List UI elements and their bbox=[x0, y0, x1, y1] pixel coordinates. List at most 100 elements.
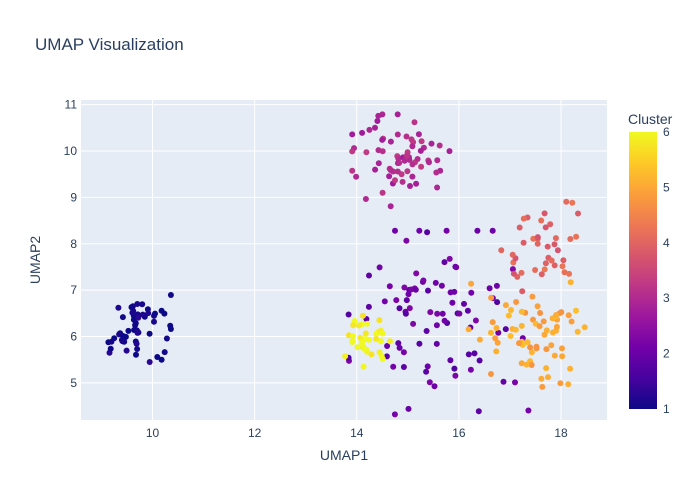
y-tick-label: 6 bbox=[70, 330, 77, 344]
colorbar-tick-label: 6 bbox=[663, 125, 670, 139]
data-point bbox=[402, 310, 409, 317]
data-point bbox=[363, 149, 370, 156]
data-point bbox=[400, 349, 407, 356]
data-point bbox=[415, 131, 422, 138]
data-point bbox=[386, 165, 393, 172]
data-point bbox=[360, 363, 367, 370]
data-point bbox=[132, 322, 139, 329]
data-point bbox=[125, 327, 132, 334]
data-point bbox=[381, 298, 388, 305]
data-point bbox=[349, 339, 356, 345]
scatter-points bbox=[105, 111, 588, 418]
data-point bbox=[373, 330, 380, 337]
data-point bbox=[558, 309, 565, 316]
data-point bbox=[349, 333, 356, 340]
y-tick-label: 8 bbox=[70, 237, 77, 251]
data-point bbox=[494, 299, 501, 306]
data-point bbox=[379, 330, 386, 337]
colorbar-tick-label: 4 bbox=[663, 236, 670, 250]
data-point bbox=[446, 255, 453, 262]
data-point bbox=[404, 168, 411, 175]
data-point bbox=[471, 350, 478, 357]
data-point bbox=[559, 353, 566, 360]
data-point bbox=[493, 348, 500, 355]
data-point bbox=[512, 379, 518, 386]
data-point bbox=[353, 173, 360, 180]
data-point bbox=[377, 338, 384, 345]
x-tick-label: 18 bbox=[554, 426, 568, 440]
data-point bbox=[461, 300, 467, 307]
data-point bbox=[423, 328, 430, 334]
data-point bbox=[507, 333, 514, 339]
data-point bbox=[551, 262, 558, 269]
data-point bbox=[449, 299, 456, 306]
data-point bbox=[399, 178, 406, 185]
data-point bbox=[495, 329, 502, 336]
data-point bbox=[573, 233, 580, 240]
data-point bbox=[510, 270, 517, 277]
data-point bbox=[387, 203, 394, 210]
data-point bbox=[123, 347, 130, 354]
data-point bbox=[446, 148, 453, 155]
data-point bbox=[434, 157, 441, 164]
data-point bbox=[439, 310, 446, 317]
colorbar-tick-label: 2 bbox=[663, 347, 670, 361]
data-point bbox=[134, 346, 141, 352]
data-point bbox=[426, 159, 432, 166]
data-point bbox=[139, 311, 146, 318]
data-point bbox=[441, 259, 448, 266]
data-point bbox=[362, 330, 369, 337]
data-point bbox=[575, 210, 581, 217]
data-point bbox=[425, 287, 431, 294]
data-point bbox=[146, 330, 153, 337]
data-point bbox=[520, 239, 527, 246]
data-point bbox=[392, 177, 398, 184]
data-point bbox=[368, 351, 375, 358]
data-point bbox=[540, 318, 547, 325]
x-tick-label: 14 bbox=[350, 426, 364, 440]
data-point bbox=[349, 131, 356, 138]
data-point bbox=[423, 368, 430, 375]
data-point bbox=[447, 357, 454, 364]
colorbar bbox=[629, 132, 657, 409]
data-point bbox=[553, 312, 560, 318]
data-point bbox=[476, 357, 483, 364]
chart-title: UMAP Visualization bbox=[35, 35, 184, 54]
data-point bbox=[525, 407, 532, 414]
data-point bbox=[354, 344, 361, 351]
data-point bbox=[544, 243, 551, 250]
data-point bbox=[360, 312, 366, 319]
data-point bbox=[549, 329, 556, 336]
data-point bbox=[532, 267, 539, 273]
x-tick-label: 16 bbox=[452, 426, 466, 440]
data-point bbox=[408, 286, 415, 293]
data-point bbox=[554, 247, 561, 254]
data-point bbox=[418, 163, 425, 170]
data-point bbox=[468, 280, 475, 287]
data-point bbox=[418, 138, 425, 145]
data-point bbox=[539, 383, 546, 390]
data-point bbox=[492, 335, 499, 342]
data-point bbox=[376, 317, 383, 324]
data-point bbox=[411, 119, 418, 126]
data-point bbox=[391, 411, 398, 418]
data-point bbox=[474, 227, 481, 234]
data-point bbox=[528, 362, 535, 368]
data-point bbox=[401, 284, 408, 291]
data-point bbox=[489, 319, 496, 326]
data-point bbox=[508, 307, 514, 313]
data-point bbox=[134, 301, 141, 307]
data-point bbox=[379, 111, 386, 118]
data-point bbox=[361, 346, 368, 353]
data-point bbox=[362, 196, 369, 202]
data-point bbox=[436, 142, 443, 149]
data-point bbox=[537, 310, 544, 316]
data-point bbox=[518, 322, 525, 329]
data-point bbox=[542, 260, 549, 267]
data-point bbox=[372, 124, 378, 131]
data-point bbox=[427, 309, 434, 316]
data-point bbox=[392, 227, 398, 234]
data-point bbox=[133, 340, 140, 347]
data-point bbox=[365, 303, 372, 310]
data-point bbox=[566, 270, 573, 277]
